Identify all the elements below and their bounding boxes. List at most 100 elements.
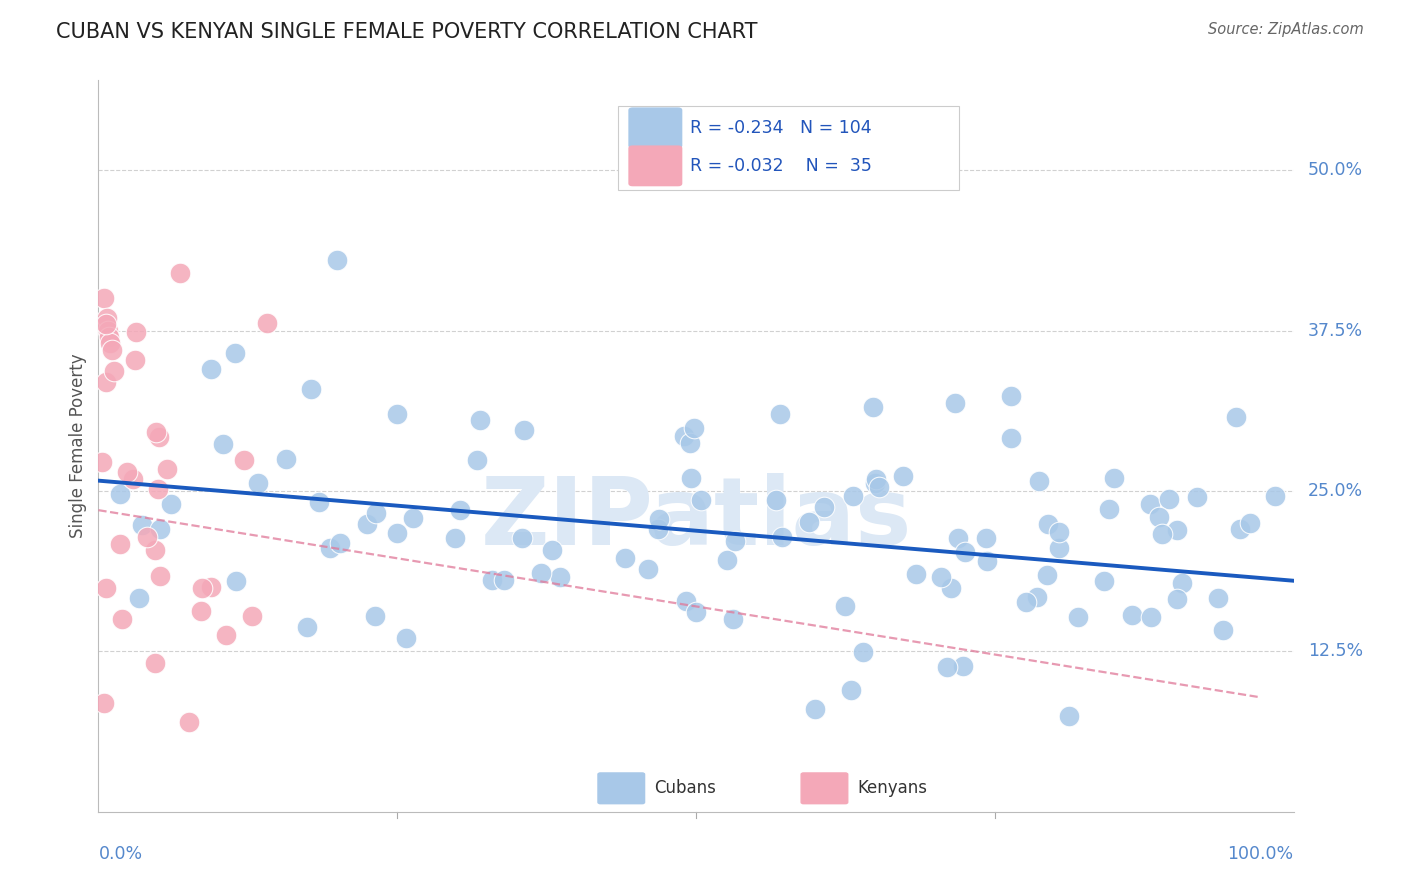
Point <box>299 382 322 396</box>
Point <box>90 454 112 468</box>
Point <box>904 566 927 581</box>
Point <box>1015 595 1038 609</box>
Point <box>214 628 236 642</box>
Point <box>834 599 856 613</box>
Point <box>246 476 269 491</box>
Point <box>190 605 212 619</box>
Point <box>953 545 976 559</box>
FancyBboxPatch shape <box>628 108 682 147</box>
Point <box>770 530 793 544</box>
Point <box>1187 491 1209 505</box>
Point <box>852 645 875 659</box>
Text: 37.5%: 37.5% <box>1308 321 1362 340</box>
Point <box>679 436 702 450</box>
Point <box>689 492 711 507</box>
Point <box>1139 497 1161 511</box>
Point <box>768 407 790 421</box>
Point <box>862 400 884 414</box>
Point <box>1121 607 1143 622</box>
Point <box>974 531 997 545</box>
Point <box>1157 492 1180 507</box>
Point <box>108 487 131 501</box>
Point <box>143 657 166 671</box>
Point <box>160 497 183 511</box>
Point <box>256 316 278 330</box>
Point <box>224 346 246 360</box>
Point <box>1152 526 1174 541</box>
Text: 0.0%: 0.0% <box>98 845 142 863</box>
Point <box>541 542 564 557</box>
Point <box>841 682 863 697</box>
Point <box>225 574 247 588</box>
Text: CUBAN VS KENYAN SINGLE FEMALE POVERTY CORRELATION CHART: CUBAN VS KENYAN SINGLE FEMALE POVERTY CO… <box>56 22 758 42</box>
Point <box>326 252 349 267</box>
Point <box>931 570 953 584</box>
Point <box>94 375 117 389</box>
Point <box>468 413 491 427</box>
Point <box>200 362 222 376</box>
Text: Cubans: Cubans <box>654 780 716 797</box>
Text: 100.0%: 100.0% <box>1227 845 1294 863</box>
Point <box>363 608 385 623</box>
Point <box>444 531 467 545</box>
Point <box>1000 389 1022 403</box>
Point <box>356 516 378 531</box>
Point <box>1047 524 1070 539</box>
Point <box>1171 576 1194 591</box>
Point <box>96 310 118 325</box>
Point <box>98 336 122 351</box>
Point <box>765 492 787 507</box>
Point <box>103 364 125 378</box>
Point <box>1206 591 1229 605</box>
Y-axis label: Single Female Poverty: Single Female Poverty <box>69 354 87 538</box>
Point <box>891 468 914 483</box>
Point <box>387 525 409 540</box>
Point <box>637 561 659 575</box>
Point <box>148 482 170 496</box>
Text: Source: ZipAtlas.com: Source: ZipAtlas.com <box>1208 22 1364 37</box>
Point <box>329 535 352 549</box>
Point <box>93 292 115 306</box>
FancyBboxPatch shape <box>628 146 682 186</box>
Point <box>721 611 744 625</box>
Point <box>233 453 256 467</box>
Point <box>865 471 887 485</box>
Point <box>111 612 134 626</box>
Point <box>842 489 865 503</box>
Point <box>449 502 471 516</box>
Point <box>108 536 131 550</box>
Text: R = -0.234   N = 104: R = -0.234 N = 104 <box>690 119 872 136</box>
Point <box>675 594 697 608</box>
Point <box>1229 522 1251 536</box>
Point <box>510 531 533 545</box>
Point <box>115 465 138 479</box>
Point <box>94 317 117 331</box>
Point <box>1067 610 1090 624</box>
Point <box>685 605 707 619</box>
Point <box>122 472 145 486</box>
Point <box>240 609 263 624</box>
Point <box>131 518 153 533</box>
Point <box>135 530 157 544</box>
Point <box>813 500 835 514</box>
FancyBboxPatch shape <box>598 773 644 804</box>
Point <box>1225 409 1247 424</box>
Point <box>530 566 553 580</box>
Point <box>97 324 120 338</box>
Point <box>295 620 318 634</box>
FancyBboxPatch shape <box>619 106 959 190</box>
Point <box>716 553 738 567</box>
Point <box>647 522 669 536</box>
Point <box>1025 590 1047 604</box>
Point <box>647 512 669 526</box>
Point <box>976 553 998 567</box>
Point <box>1057 709 1080 723</box>
Text: 25.0%: 25.0% <box>1308 482 1362 500</box>
Point <box>683 420 706 434</box>
Point <box>1047 541 1070 556</box>
Point <box>1166 591 1188 606</box>
Point <box>98 330 121 344</box>
Point <box>1092 574 1115 589</box>
Point <box>952 659 974 673</box>
Point <box>149 522 172 536</box>
